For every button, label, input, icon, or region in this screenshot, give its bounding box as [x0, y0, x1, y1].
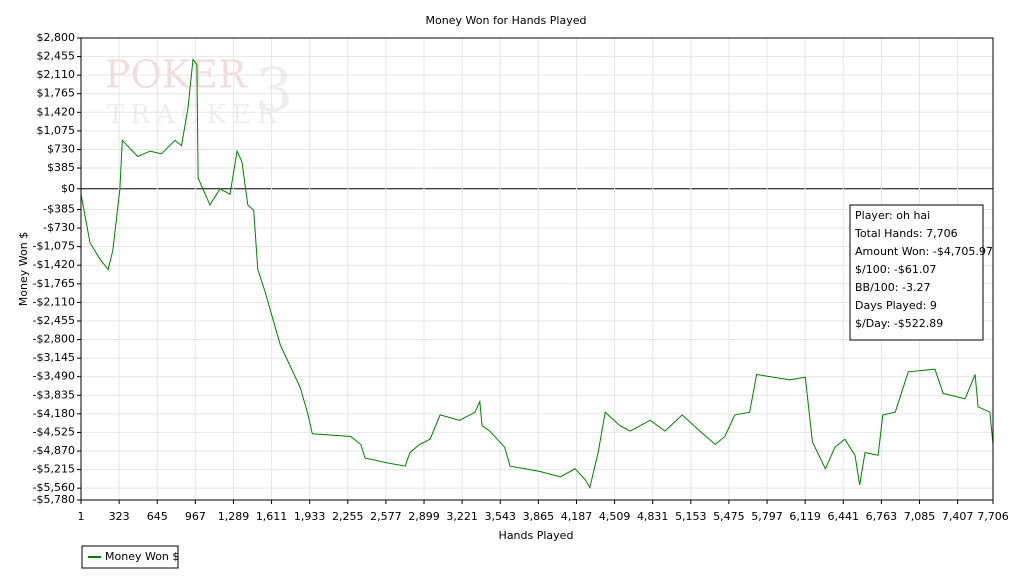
x-tick-label: 1,611	[256, 510, 288, 523]
y-tick-label: $385	[47, 161, 75, 174]
y-tick-label: $2,110	[37, 68, 76, 81]
info-line: Player: oh hai	[855, 209, 930, 222]
y-tick-label: $730	[47, 142, 75, 155]
y-tick-label: -$730	[43, 221, 75, 234]
y-tick-label: -$3,835	[33, 388, 75, 401]
x-tick-label: 645	[147, 510, 168, 523]
chart-title: Money Won for Hands Played	[426, 14, 587, 27]
y-tick-label: $1,075	[37, 124, 76, 137]
watermark-text: 3	[255, 56, 293, 126]
x-tick-label: 4,831	[637, 510, 669, 523]
legend-frame	[81, 545, 179, 569]
x-tick-label: 2,899	[408, 510, 440, 523]
x-tick-label: 2,577	[370, 510, 402, 523]
y-tick-label: $1,420	[37, 105, 76, 118]
x-tick-label: 5,475	[713, 510, 745, 523]
x-tick-label: 4,187	[561, 510, 593, 523]
y-tick-label: $2,455	[37, 50, 76, 63]
info-line: BB/100: -3.27	[855, 281, 930, 294]
x-tick-label: 2,255	[332, 510, 364, 523]
watermark: POKER TRACKER 3	[105, 53, 293, 131]
y-tick-label: -$4,180	[33, 407, 75, 420]
x-tick-label: 5,797	[751, 510, 783, 523]
x-tick-label: 6,763	[866, 510, 898, 523]
x-tick-label: 6,441	[828, 510, 860, 523]
series-line	[80, 58, 994, 489]
y-tick-label: -$5,780	[33, 493, 75, 506]
x-tick-label: 1,933	[294, 510, 326, 523]
legend-label: Money Won $	[105, 550, 179, 563]
y-tick-label: -$3,490	[33, 370, 75, 383]
x-tick-label: 967	[185, 510, 206, 523]
y-tick-label: -$2,455	[33, 314, 75, 327]
x-tick-label: 6,119	[789, 510, 821, 523]
y-tick-label: -$4,525	[33, 425, 75, 438]
x-tick-label: 7,407	[942, 510, 974, 523]
y-tick-label: -$2,110	[33, 295, 75, 308]
info-box-frame	[849, 204, 984, 341]
y-tick-label: -$1,075	[33, 240, 75, 253]
x-tick-label: 3,543	[484, 510, 516, 523]
x-tick-label: 7,085	[904, 510, 936, 523]
y-tick-label: $2,800	[37, 31, 76, 44]
y-tick-label: -$385	[43, 203, 75, 216]
y-tick-label: -$1,420	[33, 258, 75, 271]
legend: Money Won $	[81, 545, 179, 569]
x-tick-label: 1,289	[218, 510, 250, 523]
y-axis-label: Money Won $	[17, 232, 30, 306]
info-line: Days Played: 9	[855, 299, 937, 312]
x-tick-label: 3,865	[523, 510, 555, 523]
x-tick-label: 4,509	[599, 510, 631, 523]
info-line: $/Day: -$522.89	[855, 317, 943, 330]
watermark-text: TRACKER	[107, 100, 283, 130]
y-tick-label: -$1,765	[33, 277, 75, 290]
y-tick-label: $0	[61, 182, 75, 195]
x-tick-label: 5,153	[675, 510, 707, 523]
series-layer	[80, 58, 994, 489]
plot-border	[80, 37, 994, 501]
y-tick-label: -$3,145	[33, 351, 75, 364]
x-tick-label: 3,221	[446, 510, 478, 523]
y-tick-label: -$5,560	[33, 481, 75, 494]
info-line: Amount Won: -$4,705.97	[855, 245, 993, 258]
watermark-text: POKER	[105, 53, 248, 97]
x-tick-label: 1	[78, 510, 85, 523]
x-axis-label: Hands Played	[499, 529, 574, 542]
y-tick-label: -$2,800	[33, 333, 75, 346]
info-line: $/100: -$61.07	[855, 263, 936, 276]
info-line: Total Hands: 7,706	[854, 227, 958, 240]
y-tick-label: -$5,215	[33, 463, 75, 476]
info-box: Player: oh hai Total Hands: 7,706 Amount W…	[849, 204, 993, 341]
x-tick-label: 323	[109, 510, 130, 523]
y-tick-label: $1,765	[37, 87, 76, 100]
x-tick-label: 7,706	[977, 510, 1009, 523]
y-tick-label: -$4,870	[33, 444, 75, 457]
